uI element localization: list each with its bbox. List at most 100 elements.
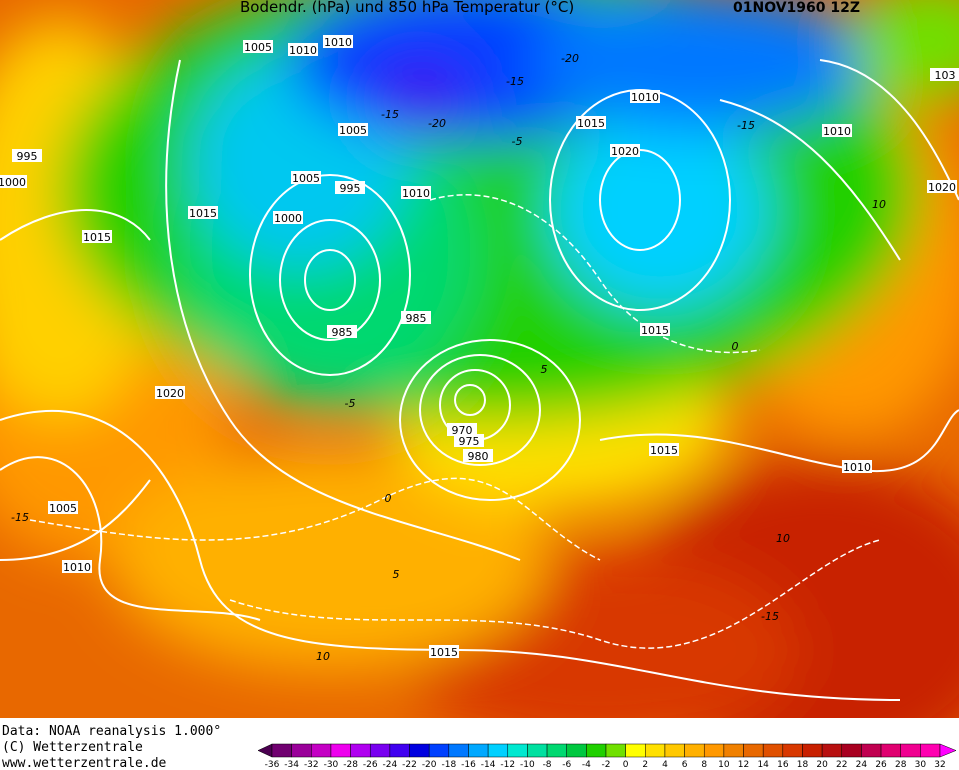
isobar-label: 985 [332, 326, 353, 339]
colorbar-cell [330, 743, 351, 758]
isobar-label-bg [630, 90, 660, 103]
colorbar-cell [546, 743, 567, 758]
colorbar-cell [566, 743, 587, 758]
isobar-label: 1005 [292, 172, 320, 185]
isobar-label-bg [327, 325, 357, 338]
temperature-label: 10 [316, 650, 330, 663]
isobar-label: 1015 [650, 444, 678, 457]
isobar-label: 1010 [289, 44, 317, 57]
colorbar-tick-label: -16 [461, 760, 476, 770]
colorbar-cell [586, 743, 607, 758]
colorbar-tick-label: 0 [623, 760, 629, 770]
colorbar-tick-label: -14 [481, 760, 496, 770]
isobar-label: 1010 [324, 36, 352, 49]
isotherms [29, 194, 881, 649]
footer-url: www.wetterzentrale.de [2, 756, 167, 770]
colorbar-cell [625, 743, 646, 758]
colorbar-arrow [939, 743, 957, 758]
colorbar-tick-label: 18 [797, 760, 809, 770]
temperature-label: -5 [512, 135, 523, 148]
isobar-label: 995 [340, 182, 361, 195]
isobar-label: 1000 [274, 212, 302, 225]
isobar-label-bg [842, 460, 872, 473]
colorbar-cell [723, 743, 744, 758]
isobar-label: 1005 [339, 124, 367, 137]
isobar-label-bg [0, 175, 27, 188]
colorbar-tick-label: -28 [343, 760, 358, 770]
isobar-label: 1015 [83, 231, 111, 244]
colorbar-tick-label: -24 [383, 760, 398, 770]
isobar-label-bg [291, 171, 321, 184]
isobar-label: 985 [406, 312, 427, 325]
colorbar-tick-label: -32 [304, 760, 319, 770]
colorbar-tick-label: -12 [500, 760, 515, 770]
isobar-label: 1015 [641, 324, 669, 337]
colorbar-cell [664, 743, 685, 758]
colorbar-cell [861, 743, 882, 758]
footer-copyright: (C) Wetterzentrale [2, 740, 143, 755]
colorbar-tick-label: 4 [662, 760, 668, 770]
colorbar-cell [468, 743, 489, 758]
colorbar-cell [605, 743, 626, 758]
isobar-label: 980 [468, 450, 489, 463]
isobar-label: 970 [452, 424, 473, 437]
isobar-label: 1000 [0, 176, 26, 189]
isobar-label: 975 [459, 435, 480, 448]
isobar-label-bg [447, 423, 477, 436]
colorbar-tick-label: -36 [265, 760, 280, 770]
colorbar-cell [409, 743, 430, 758]
colorbar-cell [311, 743, 332, 758]
colorbar-tick-label: 22 [836, 760, 847, 770]
colorbar-tick-label: 16 [777, 760, 789, 770]
temperature-label: 5 [393, 568, 400, 581]
isobar-label-bg [930, 68, 959, 81]
colorbar-cell [703, 743, 725, 758]
isobar-label-bg [82, 230, 112, 243]
temperature-label: 10 [872, 198, 886, 211]
temperature-label: 10 [776, 532, 790, 545]
isobar-label: 995 [17, 150, 38, 163]
temperature-label: -20 [428, 117, 446, 130]
date: 01NOV1960 12Z [733, 0, 860, 16]
isobar-label: 103 [935, 69, 956, 82]
isobar-label-bg [454, 434, 484, 447]
isobar-label-bg [927, 180, 957, 193]
temperature-label: -15 [381, 108, 399, 121]
colorbar-cell [645, 743, 666, 758]
isobar-label-bg [323, 35, 353, 48]
colorbar-cell [762, 743, 784, 758]
colorbar-tick-label: 14 [757, 760, 769, 770]
colorbar-cell [369, 743, 391, 758]
temperature-label: 5 [541, 363, 548, 376]
colorbar-cell [743, 743, 764, 758]
temperature-label: -20 [561, 52, 579, 65]
isobar-label: 1015 [430, 646, 458, 659]
colorbar: -36 -34 -32 -30 -28 -26 -24 -22 -20 -18 -16 -14 -12-… [257, 743, 957, 770]
isobar-label-bg [12, 149, 42, 162]
colorbar-tick-label: -22 [402, 760, 417, 770]
colorbar-cell [389, 743, 410, 758]
colorbar-cell [880, 743, 901, 758]
temperature-label: -5 [345, 397, 356, 410]
isobar-label: 1005 [49, 502, 77, 515]
temperature-label: -15 [737, 119, 755, 132]
footer-source: Data: NOAA reanalysis 1.000° [2, 724, 221, 739]
colorbar-tick-label: 12 [738, 760, 749, 770]
isobar-label-bg [62, 560, 92, 573]
colorbar-tick-label: -2 [602, 760, 611, 770]
isobar-label-bg [273, 211, 303, 224]
colorbar-cell [291, 743, 312, 758]
isobar-label: 1015 [577, 117, 605, 130]
colorbar-tick-label: -8 [543, 760, 552, 770]
colorbar-cell [900, 743, 921, 758]
isobar-label: 1015 [189, 207, 217, 220]
colorbar-tick-label: 10 [718, 760, 730, 770]
colorbar-tick-label: -4 [582, 760, 591, 770]
colorbar-tick-label: -34 [284, 760, 299, 770]
colorbar-tick-label: 30 [915, 760, 927, 770]
colorbar-cell [782, 743, 803, 758]
colorbar-arrow [257, 743, 273, 758]
